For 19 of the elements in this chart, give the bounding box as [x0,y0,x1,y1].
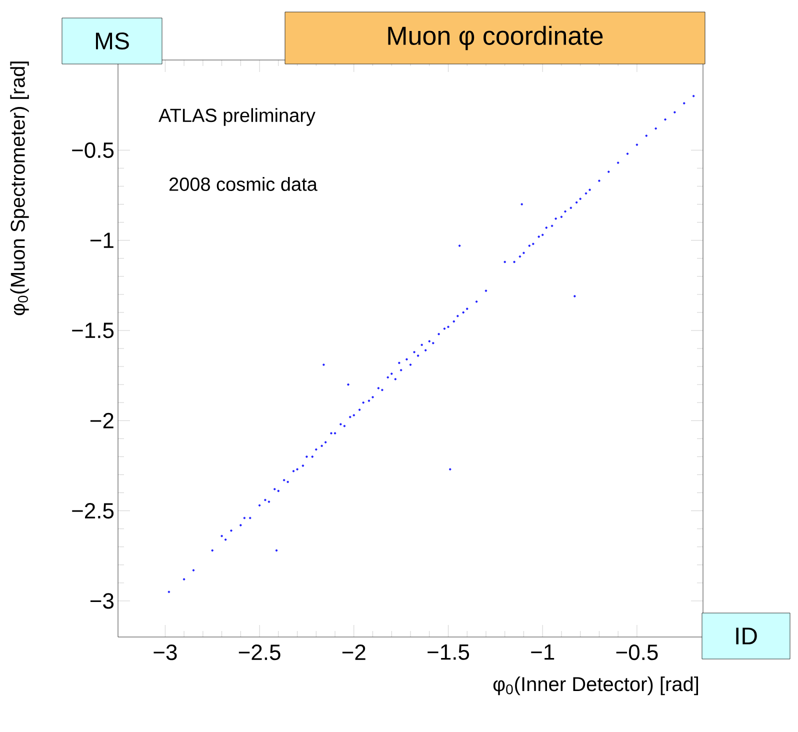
text: ID [736,628,757,644]
text: MS [96,32,129,50]
x-tick-label: −2.5 [238,644,280,660]
x-axis-title: φ$_{0}$(Inner Detector) [rad] [493,676,698,696]
annotation: ATLAS preliminary [158,108,316,126]
x-tick-label: −1 [531,644,554,660]
y-tick-label: −1.5 [72,322,114,338]
x-tick-label: −0.5 [616,644,658,660]
y-tick-label: −2 [90,412,114,428]
chart-title: Muon φ coordinate [388,26,603,50]
y-tick-label: −0.5 [72,142,114,158]
x-tick-label: −2 [342,644,366,660]
y-tick-label: −3 [90,593,114,609]
y-tick-label: −1 [90,232,114,248]
y-tick-label: −2.5 [72,502,114,519]
x-tick-label: −1.5 [428,644,470,660]
y-axis-title: φ$_{0}$(Muon Spectrometer) [rad] [10,62,29,316]
x-tick-label: −3 [154,644,177,660]
annotation: 2008 cosmic data [169,177,318,191]
